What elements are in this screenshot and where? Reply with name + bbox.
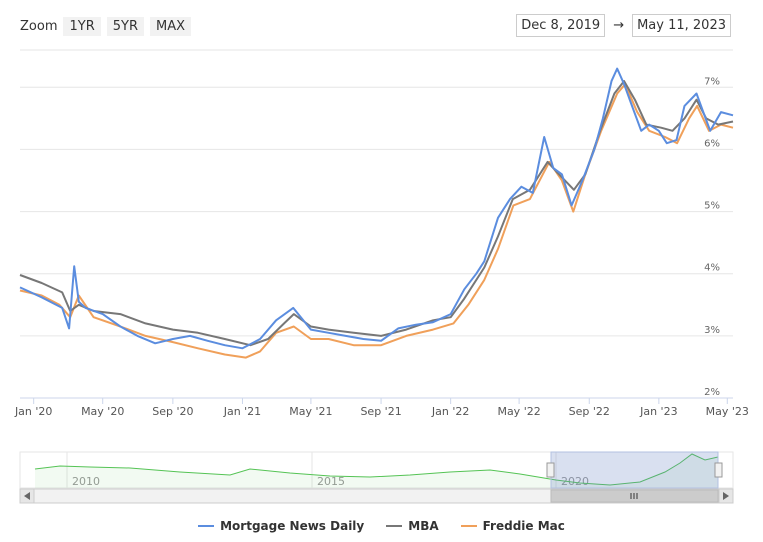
- y-tick-label: 5%: [704, 201, 720, 212]
- legend-label-mba: MBA: [408, 519, 439, 533]
- date-range: Dec 8, 2019 → May 11, 2023: [516, 14, 731, 37]
- legend-swatch-mba: [386, 525, 403, 527]
- navigator-selection: [550, 451, 719, 489]
- range-to-input[interactable]: May 11, 2023: [632, 14, 731, 37]
- x-tick-label: Jan '23: [639, 405, 677, 418]
- series-line-0: [19, 67, 734, 350]
- x-tick-label: Jan '20: [14, 405, 52, 418]
- x-tick-label: May '22: [497, 405, 540, 418]
- scroll-left-arrow-icon: [24, 492, 30, 500]
- legend-item-mnd[interactable]: Mortgage News Daily: [198, 519, 364, 533]
- x-tick-label: Sep '20: [152, 405, 193, 418]
- zoom-1yr-button[interactable]: 1YR: [63, 17, 101, 36]
- x-tick-label: May '21: [289, 405, 332, 418]
- legend-swatch-freddie: [460, 525, 477, 527]
- y-tick-label: 2%: [704, 387, 720, 398]
- y-tick-label: 3%: [704, 325, 720, 336]
- series-line-2: [19, 83, 734, 359]
- navigator-trend-area: [35, 454, 718, 488]
- navigator-handle-right: [714, 462, 723, 478]
- navigator-trend-line: [34, 453, 719, 486]
- x-tick-label: Jan '22: [431, 405, 469, 418]
- navigator-handle-left: [546, 462, 555, 478]
- legend-label-freddie: Freddie Mac: [482, 519, 565, 533]
- x-tick-label: Sep '21: [360, 405, 401, 418]
- range-from-input[interactable]: Dec 8, 2019: [516, 14, 606, 37]
- y-tick-label: 6%: [704, 138, 720, 149]
- zoom-controls: Zoom 1YR 5YR MAX: [20, 17, 197, 36]
- y-tick-label: 4%: [704, 263, 720, 274]
- legend-item-freddie[interactable]: Freddie Mac: [460, 519, 565, 533]
- legend-swatch-mnd: [198, 525, 215, 527]
- x-tick-label: May '23: [706, 405, 749, 418]
- x-tick-label: Jan '21: [223, 405, 261, 418]
- y-tick-label: 7%: [704, 76, 720, 87]
- zoom-5yr-button[interactable]: 5YR: [106, 17, 144, 36]
- x-tick-label: Sep '22: [569, 405, 610, 418]
- series-line-1: [19, 80, 734, 347]
- scroll-right-arrow-icon: [723, 492, 729, 500]
- zoom-max-button[interactable]: MAX: [149, 17, 191, 36]
- navigator-year-label: 2020: [561, 475, 589, 488]
- navigator-year-label: 2010: [72, 475, 100, 488]
- legend-item-mba[interactable]: MBA: [386, 519, 439, 533]
- legend-label-mnd: Mortgage News Daily: [220, 519, 365, 533]
- range-arrow: →: [613, 18, 625, 33]
- zoom-label: Zoom: [20, 19, 58, 34]
- legend: Mortgage News Daily MBA Freddie Mac: [0, 519, 763, 533]
- navigator-year-label: 2015: [317, 475, 345, 488]
- navigator-box: [19, 451, 734, 489]
- x-tick-label: May '20: [81, 405, 124, 418]
